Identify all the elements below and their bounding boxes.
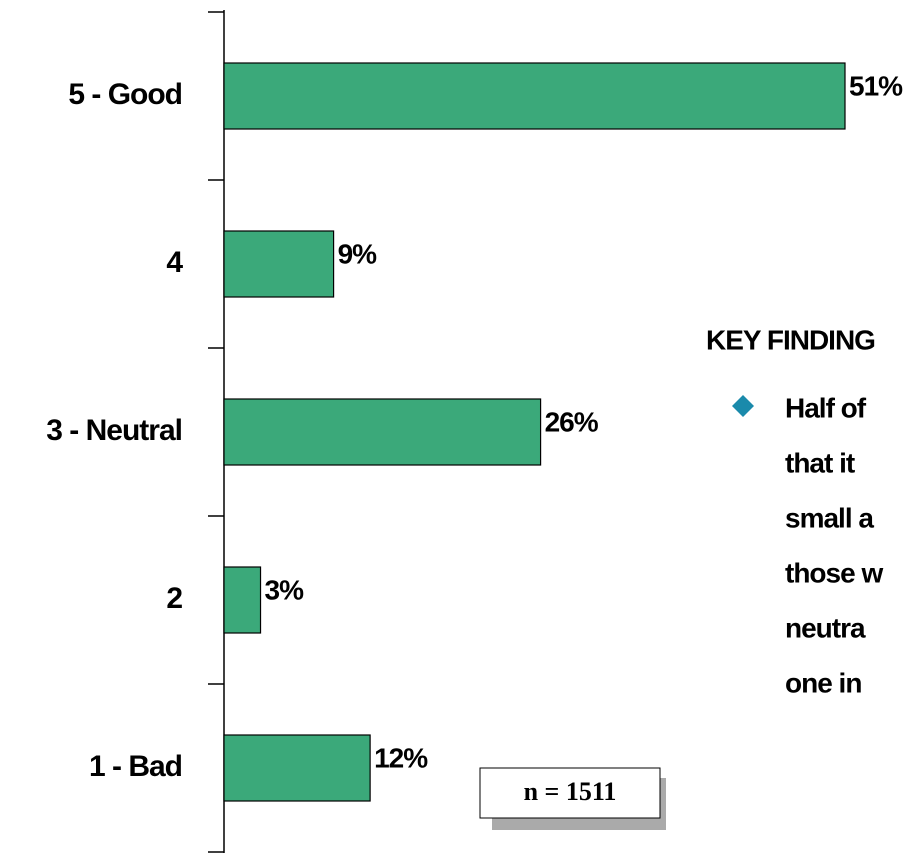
bar: [223, 230, 335, 298]
key-finding-line: that it: [785, 447, 855, 478]
key-finding-line: Half of: [785, 392, 867, 423]
value-label: 26%: [545, 406, 599, 437]
key-finding-line: those w: [785, 557, 883, 588]
category-label: 2: [166, 582, 182, 615]
category-label: 4: [166, 246, 183, 279]
category-label: 5 - Good: [68, 78, 182, 111]
bar: [223, 398, 542, 466]
key-findings-title: KEY FINDING: [706, 324, 875, 355]
bar: [223, 62, 846, 130]
bullet: [732, 395, 754, 417]
key-finding-line: one in: [785, 667, 861, 698]
value-label: 3%: [265, 574, 305, 605]
note-box: [479, 767, 661, 819]
category-label: 1 - Bad: [89, 750, 182, 783]
value-label: 12%: [374, 742, 428, 773]
bar: [223, 734, 371, 802]
key-finding-line: small a: [785, 502, 874, 533]
bar: [223, 566, 262, 634]
key-finding-line: neutra: [785, 612, 866, 643]
value-label: 9%: [338, 238, 378, 269]
value-label: 51%: [849, 70, 903, 101]
note: n = 1511: [524, 777, 617, 806]
category-label: 3 - Neutral: [46, 414, 182, 447]
